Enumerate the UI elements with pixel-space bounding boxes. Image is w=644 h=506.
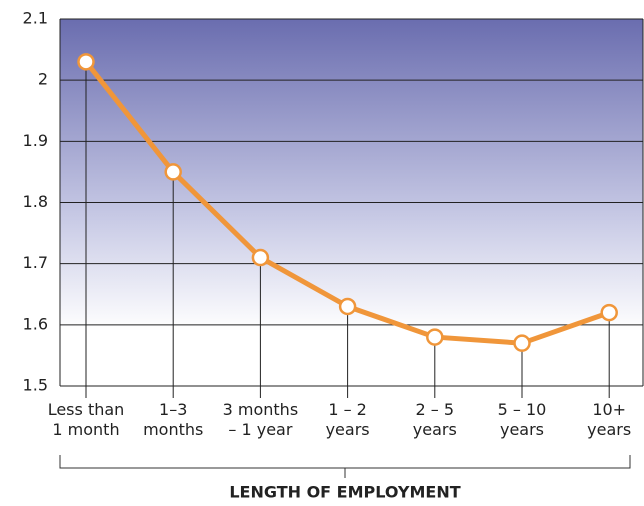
x-tick-label: 1–3 months	[143, 400, 203, 439]
point-marker	[338, 297, 357, 316]
x-tick-label: Less than 1 month	[48, 400, 125, 439]
y-tick-label: 1.6	[23, 314, 48, 333]
y-tick-label: 1.5	[23, 376, 48, 395]
x-tick-label: 10+ years	[587, 400, 631, 439]
y-tick-label: 2	[38, 70, 48, 89]
x-tick-label: 3 months – 1 year	[223, 400, 299, 439]
y-tick-label: 1.8	[23, 192, 48, 211]
point-marker	[164, 163, 182, 181]
bracket	[59, 455, 631, 478]
point-marker	[600, 303, 618, 322]
x-tick-label: 1 – 2 years	[326, 400, 370, 439]
x-tick-label: 5 – 10 years	[498, 400, 547, 439]
point-marker	[77, 53, 95, 71]
x-axis-label: LENGTH OF EMPLOYMENT	[229, 483, 460, 502]
point-marker	[426, 328, 444, 346]
x-tick-label: 2 – 5 years	[413, 400, 457, 439]
point-marker	[251, 248, 270, 267]
point-marker	[513, 334, 531, 352]
y-tick-label: 2.1	[23, 9, 48, 28]
y-tick-label: 1.9	[23, 131, 48, 150]
y-tick-label: 1.7	[23, 253, 48, 272]
